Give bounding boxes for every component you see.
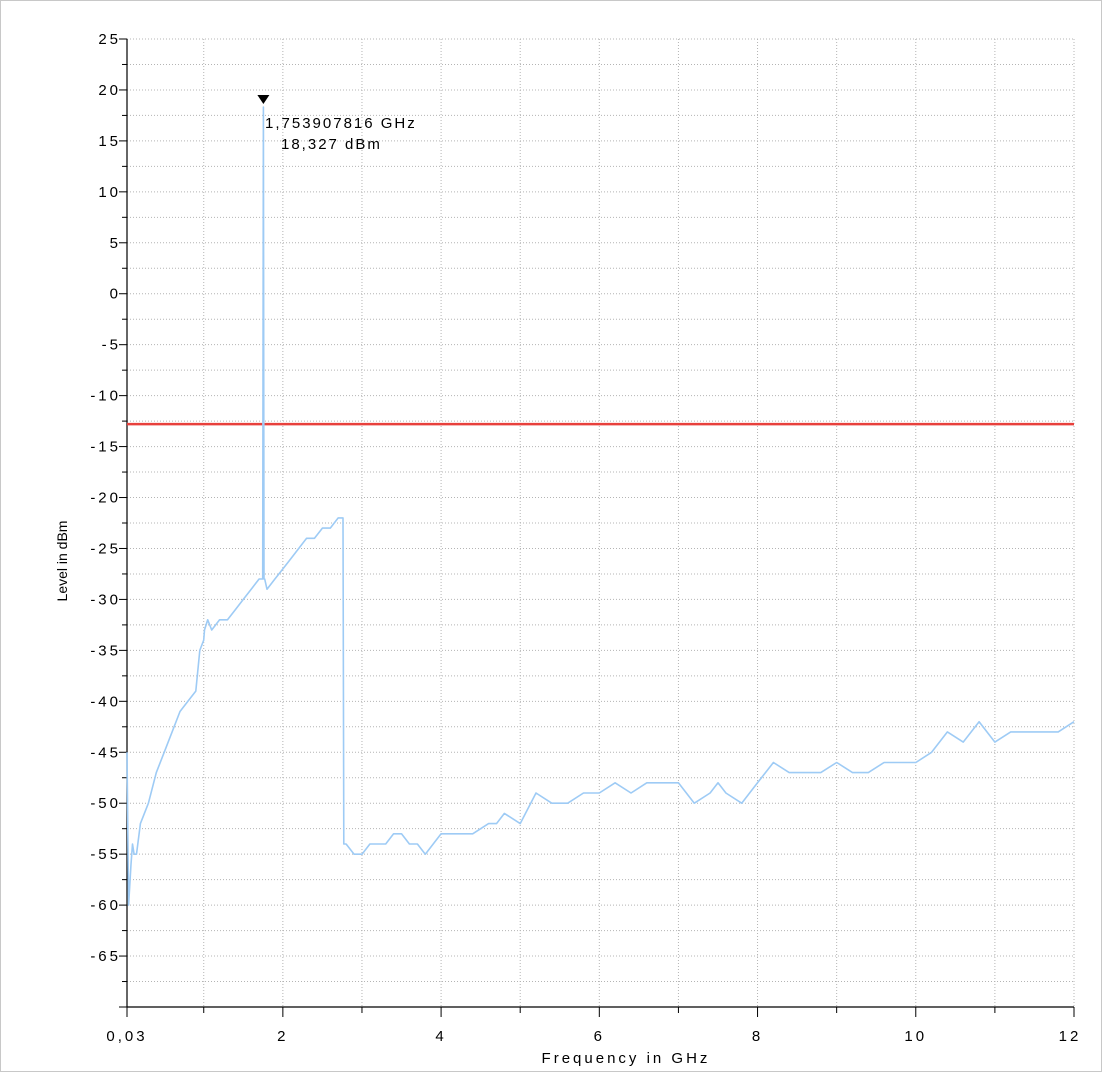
y-tick-label: -30 — [90, 591, 121, 608]
marker-level-label: 18,327 dBm — [281, 136, 382, 153]
y-tick-label: -5 — [102, 337, 121, 354]
y-tick-label: 0 — [110, 286, 121, 303]
y-tick-label: 20 — [98, 82, 121, 99]
y-tick-label: 25 — [98, 31, 121, 48]
marker-frequency-label: 1,753907816 GHz — [265, 115, 417, 132]
y-tick-label: -65 — [90, 948, 121, 965]
y-tick-label: -45 — [90, 744, 121, 761]
x-axis-title: Frequency in GHz — [542, 1050, 711, 1067]
ticks: 25 20 15 10 5 0 -5 -10 -15 -20 -25 -30 -35 -40 -45 -50 -… — [90, 31, 1082, 1045]
y-tick-label: -60 — [90, 897, 121, 914]
y-tick-label: -15 — [90, 439, 121, 456]
y-tick-label: 15 — [98, 133, 121, 150]
y-tick-label: -35 — [90, 642, 121, 659]
y-tick-label: -10 — [90, 388, 121, 405]
y-tick-label: -55 — [90, 846, 121, 863]
y-tick-label: -25 — [90, 540, 121, 557]
trace-group — [126, 106, 1075, 906]
marker-triangle-icon — [257, 94, 270, 104]
x-tick-label: 2 — [277, 1028, 288, 1045]
y-tick-label: 5 — [110, 235, 121, 252]
x-tick-label: 4 — [435, 1028, 446, 1045]
y-tick-label: -50 — [90, 795, 121, 812]
y-tick-label: -40 — [90, 693, 121, 710]
x-tick-label: 8 — [752, 1028, 763, 1045]
y-tick-label: 10 — [98, 184, 121, 201]
y-axis-title: Level in dBm — [54, 521, 70, 602]
x-tick-label: 0,03 — [106, 1028, 147, 1045]
x-tick-label: 12 — [1059, 1028, 1082, 1045]
y-tick-label: -20 — [90, 490, 121, 507]
x-tick-label: 6 — [594, 1028, 605, 1045]
spectrum-trace — [126, 106, 1075, 906]
grid — [127, 38, 1075, 1008]
x-tick-label: 10 — [904, 1028, 927, 1045]
marker-group: 1,753907816 GHz 18,327 dBm — [257, 94, 417, 153]
